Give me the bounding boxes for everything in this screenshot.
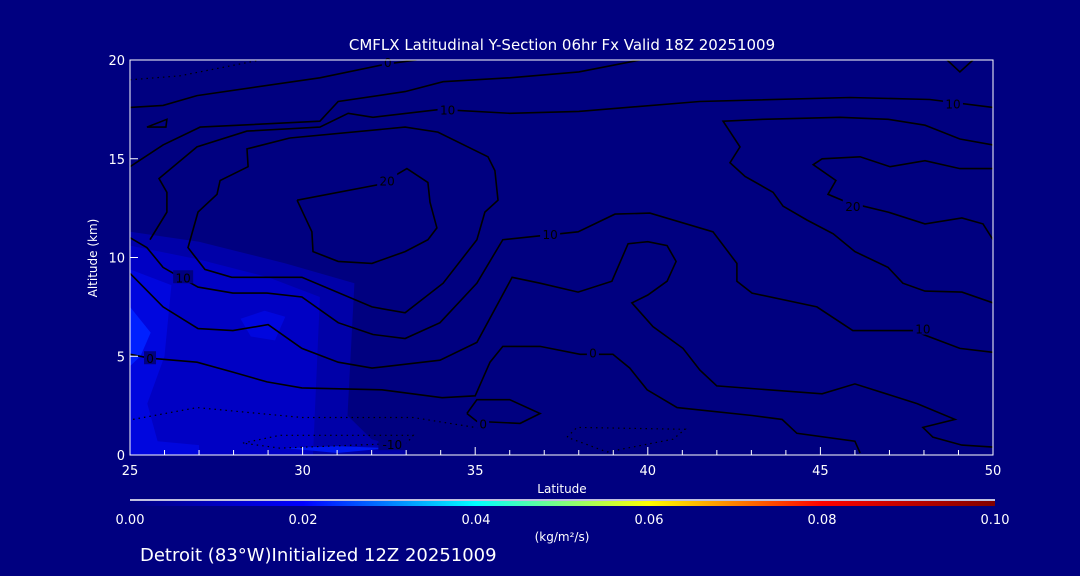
y-tick-label: 20 xyxy=(108,54,125,69)
contour-label: 10 xyxy=(440,103,455,117)
contour-line-negative xyxy=(130,60,261,81)
y-tick-label: 0 xyxy=(117,449,125,464)
contour-label-bg xyxy=(437,102,458,116)
x-tick-label: 35 xyxy=(467,464,484,479)
shading-region xyxy=(285,446,389,453)
chart-title: CMFLX Latitudinal Y-Section 06hr Fx Vali… xyxy=(349,36,775,54)
contour-label: 0 xyxy=(479,417,487,431)
y-tick-label: 5 xyxy=(117,350,125,365)
contour-line xyxy=(130,240,993,448)
x-tick-label: 50 xyxy=(985,464,1002,479)
contour-line xyxy=(130,60,417,109)
contour-label-bg xyxy=(842,199,863,213)
colorbar-tick-label: 0.00 xyxy=(116,513,145,528)
footer-info: Detroit (83°W)Initialized 12Z 20251009 xyxy=(140,545,497,566)
contour-label: 0 xyxy=(146,352,154,366)
contour-line xyxy=(296,167,438,265)
colorbar-tick-label: 0.06 xyxy=(635,513,664,528)
colorbar-tick-label: 0.04 xyxy=(462,513,491,528)
colorbar-tick-label: 0.10 xyxy=(981,513,1010,528)
y-axis-label: Altitude (km) xyxy=(86,219,100,298)
colorbar: 0.00 0.02 0.04 0.06 0.08 0.10 (kg/m²/s) xyxy=(116,499,1010,544)
contour-line xyxy=(130,212,993,354)
colorbar-gradient xyxy=(130,501,995,506)
contour-label: 10 xyxy=(915,323,930,337)
contour-label: 0 xyxy=(589,346,597,360)
shading-region xyxy=(130,245,320,455)
contour-label: 10 xyxy=(176,271,191,285)
contour-label: 20 xyxy=(380,174,395,188)
contour-line xyxy=(946,60,974,73)
axes: 25 30 35 40 45 50 0 5 10 15 20 xyxy=(108,54,1001,479)
shading-region xyxy=(130,306,151,367)
contour-label-bg xyxy=(377,173,398,187)
contour-line xyxy=(130,60,641,168)
contour-line xyxy=(149,96,993,241)
contour-line xyxy=(466,398,542,425)
contour-line xyxy=(721,116,993,304)
x-tick-label: 45 xyxy=(812,464,829,479)
contour-label-bg xyxy=(381,54,394,68)
contour-labels: 0 10 20 10 0 0 -10 10 20 10 10 0 xyxy=(144,54,963,452)
contour-layer xyxy=(130,60,993,454)
contour-line xyxy=(811,155,993,241)
x-tick-label: 30 xyxy=(294,464,311,479)
x-tick-label: 40 xyxy=(640,464,657,479)
contour-line-negative xyxy=(566,426,687,453)
contour-label: 10 xyxy=(542,228,557,242)
x-axis-label: Latitude xyxy=(537,482,586,496)
contour-label-bg xyxy=(540,226,561,240)
y-tick-label: 15 xyxy=(108,153,125,168)
contour-label: 20 xyxy=(845,200,860,214)
contour-label-bg xyxy=(144,351,157,365)
contour-label-bg xyxy=(477,416,490,430)
colorbar-tick-label: 0.08 xyxy=(808,513,837,528)
colorbar-units: (kg/m²/s) xyxy=(535,530,590,544)
contour-label-bg xyxy=(378,437,407,451)
contour-label: -10 xyxy=(383,438,403,452)
contour-label-bg xyxy=(173,270,194,284)
contour-line xyxy=(187,126,499,314)
shading-layer xyxy=(130,231,407,455)
contour-line-negative xyxy=(242,434,415,449)
contour-label-bg xyxy=(586,345,599,359)
x-tick-label: 25 xyxy=(122,464,139,479)
contour-label-bg xyxy=(912,321,933,335)
y-tick-label: 10 xyxy=(108,252,125,267)
colorbar-tick-label: 0.02 xyxy=(289,513,318,528)
contour-line xyxy=(130,345,861,454)
contour-label: 10 xyxy=(945,97,960,111)
contour-label-bg xyxy=(942,96,963,110)
shading-region xyxy=(130,269,199,455)
contour-line xyxy=(146,118,168,128)
contour-label: 0 xyxy=(384,56,392,70)
